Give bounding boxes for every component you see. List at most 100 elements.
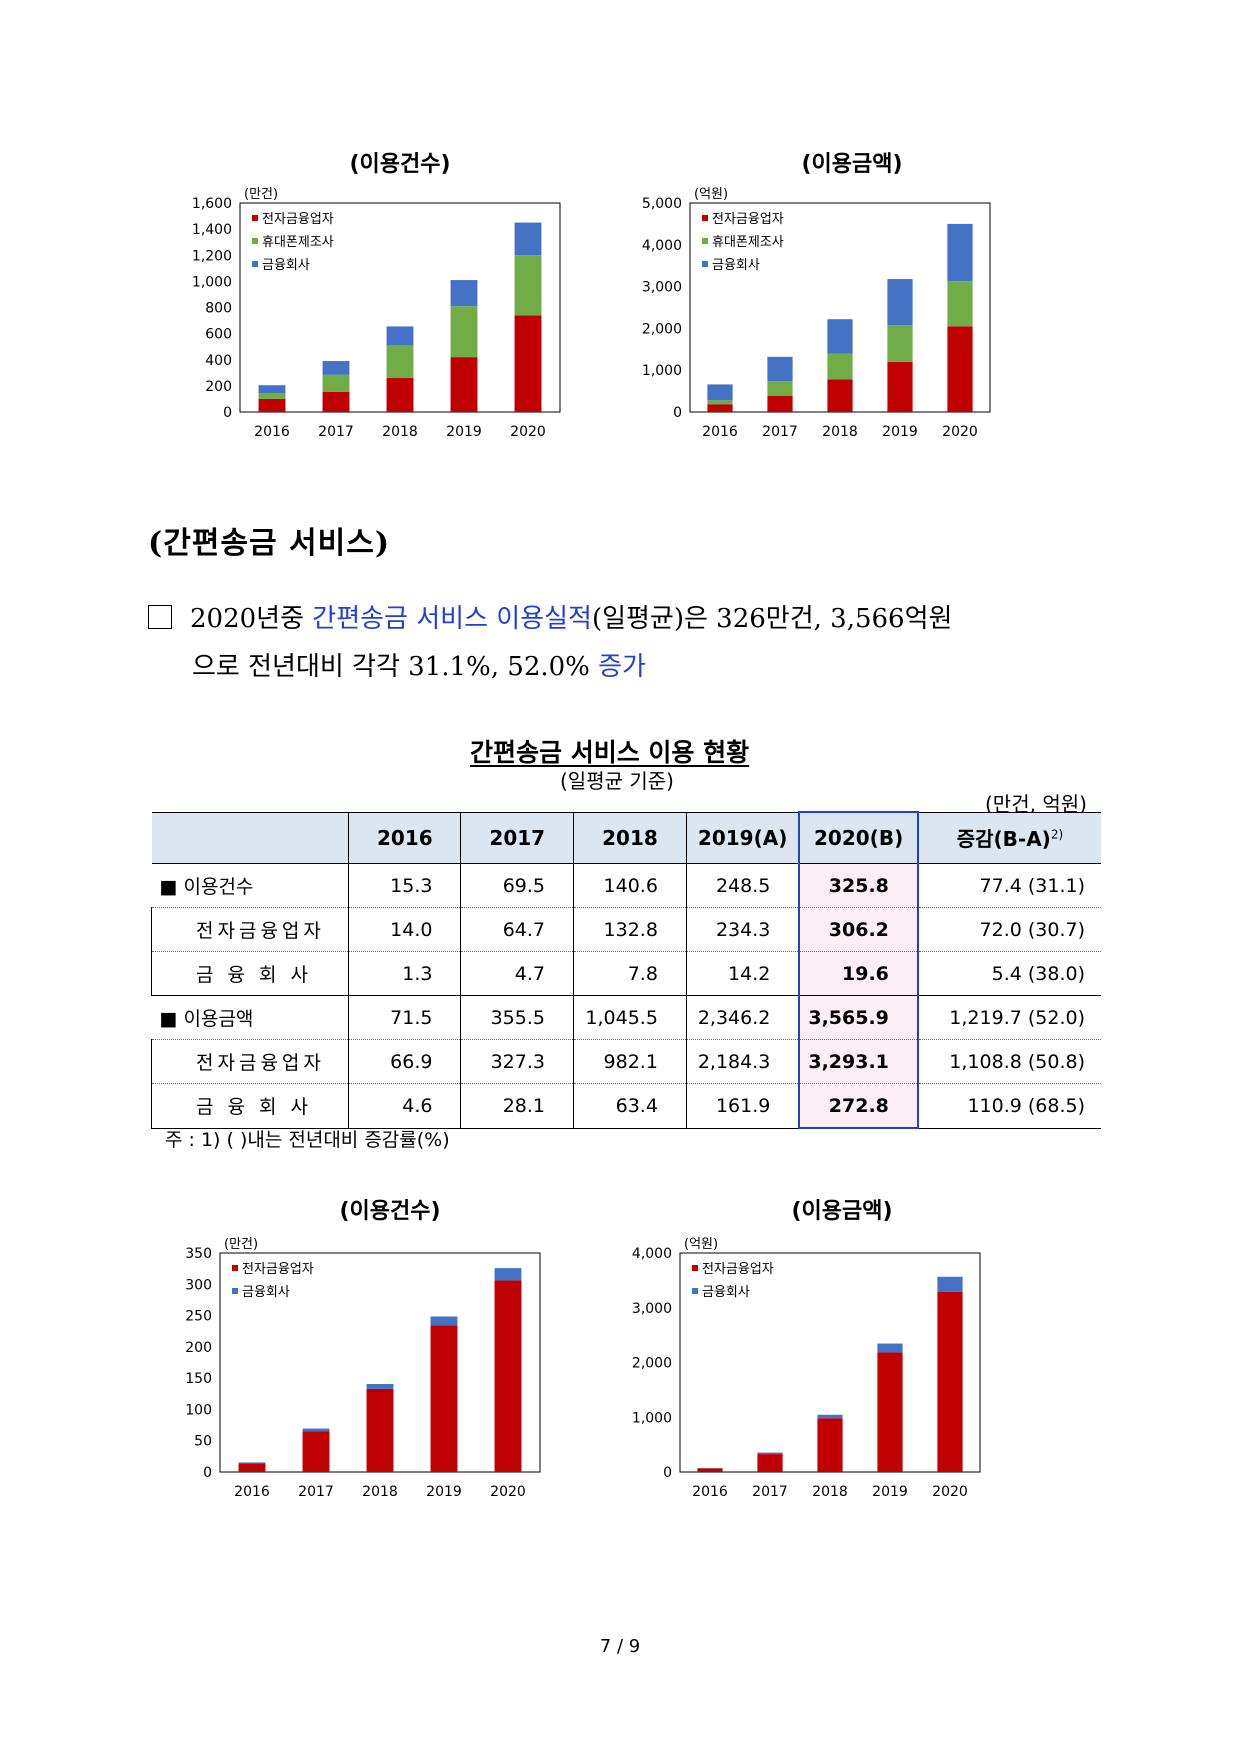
legend-swatch (252, 261, 258, 267)
table-cell: 14.2 (685, 951, 800, 996)
table-cell: 2,184.3 (685, 1039, 800, 1084)
table-cell: 71.5 (348, 995, 461, 1040)
table-cell: 4.7 (460, 951, 574, 996)
legend-label: 금융회사 (702, 1285, 750, 1300)
bottom-count-chart-title: (이용건수) (339, 1199, 441, 1224)
y-tick-label: 1,400 (192, 222, 232, 238)
bar-segment (302, 1428, 330, 1432)
y-tick-label: 0 (663, 1465, 672, 1481)
table-cell: 1,045.5 (573, 995, 687, 1040)
table-cell: 14.0 (348, 907, 461, 952)
legend-label: 금융회사 (262, 258, 310, 273)
bar-segment (450, 357, 478, 412)
y-tick-label: 4,000 (632, 1246, 672, 1262)
table-row: 전자금융업자 66.9 327.3 982.1 2,184.3 3,293.1 1,108.… (150, 1039, 1101, 1084)
legend-label: 금융회사 (242, 1285, 290, 1300)
bar-segment (877, 1343, 903, 1353)
x-tick-label: 2018 (822, 424, 858, 440)
bar-segment (707, 400, 733, 405)
table-note: 주 : 1) ( )내는 전년대비 증감률(%) (165, 1129, 450, 1151)
table-cell: 66.9 (348, 1039, 461, 1084)
legend-swatch (252, 238, 258, 244)
header-2017: 2017 (460, 811, 574, 864)
bar-segment (430, 1325, 458, 1472)
x-tick-label: 2019 (446, 424, 482, 440)
legend-label: 전자금융업자 (262, 212, 334, 227)
legend-swatch (252, 215, 258, 221)
bar-segment (494, 1268, 522, 1281)
bar-segment (947, 281, 973, 327)
y-tick-label: 1,000 (192, 274, 232, 290)
bar-segment (258, 398, 286, 412)
bar-segment (707, 384, 733, 401)
y-tick-label: 1,000 (642, 363, 682, 379)
bar-segment (887, 325, 913, 362)
x-tick-label: 2020 (490, 1484, 526, 1500)
legend-label: 휴대폰제조사 (262, 235, 334, 250)
x-tick-label: 2020 (932, 1484, 968, 1500)
y-tick-label: 1,200 (192, 248, 232, 264)
summary-line2: 으로 전년대비 각각 31.1%, 52.0% (192, 652, 599, 682)
legend-label: 전자금융업자 (702, 1262, 774, 1277)
table-cell: 1.3 (348, 951, 461, 996)
table-title: 간편송금 서비스 이용 현황 (470, 738, 750, 767)
header-2020: 2020(B) (798, 811, 919, 864)
bar-segment (386, 378, 414, 412)
bar-segment (947, 223, 973, 282)
bar-segment (887, 279, 913, 326)
bar-segment (386, 326, 414, 346)
y-tick-label: 350 (185, 1246, 212, 1262)
table-cell: 3,293.1 (798, 1039, 919, 1084)
bar-segment (514, 255, 542, 316)
table-cell: 2,346.2 (685, 995, 800, 1040)
bottom-count-chart: (만건) 0 50 100 150 200 250 300 350 2016 2017 2018 201… (185, 1237, 541, 1500)
x-tick-label: 2019 (882, 424, 918, 440)
bar-segment (767, 381, 793, 396)
header-change-note: 2) (1050, 827, 1064, 842)
bar-segment (817, 1414, 843, 1419)
x-tick-label: 2016 (254, 424, 290, 440)
table-cell-change: 110.9 (68.5) (917, 1083, 1101, 1129)
y-tick-label: 250 (185, 1309, 212, 1325)
summary-prefix: 2020년중 (190, 604, 313, 634)
legend-label: 휴대폰제조사 (712, 235, 784, 250)
y-tick-label: 300 (185, 1277, 212, 1293)
bar-segment (697, 1468, 723, 1472)
summary-middle: (일평균)은 326만건, 3,566억원 (591, 604, 953, 634)
row-label-main: ■ 이용금액 (151, 995, 349, 1040)
table-cell: 69.5 (460, 863, 574, 908)
row-label-sub: 금 융 회 사 (150, 951, 349, 996)
page-number: 7 / 9 (599, 1636, 641, 1657)
y-tick-label: 200 (205, 379, 232, 395)
y-unit-label: (억원) (684, 1237, 718, 1252)
y-tick-label: 600 (205, 327, 232, 343)
table-cell: 63.4 (573, 1083, 687, 1129)
bar-segment (322, 374, 350, 392)
bar-segment (887, 361, 913, 412)
table-cell: 306.2 (798, 907, 919, 952)
table-cell: 234.3 (685, 907, 800, 952)
bar-segment (302, 1431, 330, 1472)
bottom-amount-chart: (억원) 0 1,000 2,000 3,000 4,000 2016 2017 2018 201… (632, 1237, 981, 1500)
y-tick-label: 3,000 (632, 1301, 672, 1317)
table-cell-change: 77.4 (31.1) (917, 863, 1101, 908)
header-2016: 2016 (348, 811, 461, 864)
legend-swatch (702, 238, 708, 244)
legend-label: 금융회사 (712, 258, 760, 273)
table-subtitle: (일평균 기준) (560, 769, 674, 793)
bar-segment (238, 1462, 266, 1464)
y-tick-label: 200 (185, 1340, 212, 1356)
y-tick-label: 3,000 (642, 280, 682, 296)
table-cell: 248.5 (685, 863, 800, 908)
top-count-chart-title: (이용건수) (349, 152, 451, 177)
y-unit-label: (억원) (694, 187, 728, 202)
y-tick-label: 1,000 (632, 1410, 672, 1426)
top-amount-chart: (억원) 0 1,000 2,000 3,000 4,000 5,000 2016 2017 20… (642, 187, 991, 440)
x-tick-label: 2018 (812, 1484, 848, 1500)
x-tick-label: 2017 (762, 424, 798, 440)
x-tick-label: 2020 (510, 424, 546, 440)
legend-swatch (702, 215, 708, 221)
y-tick-label: 800 (205, 301, 232, 317)
row-label-sub: 금 융 회 사 (150, 1083, 349, 1129)
table-cell: 132.8 (573, 907, 687, 952)
